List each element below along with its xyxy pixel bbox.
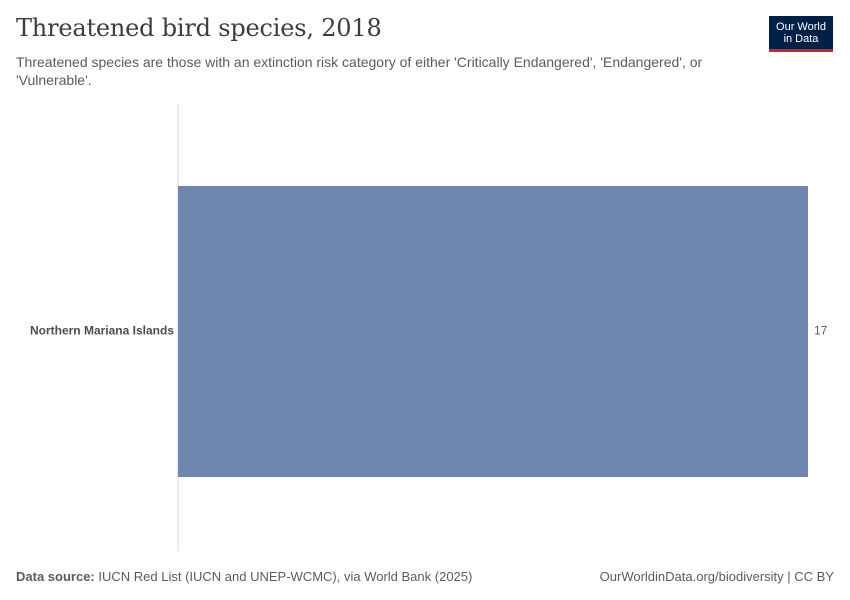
category-label: Northern Mariana Islands [30, 324, 174, 338]
bar[interactable] [178, 186, 808, 477]
value-label: 17 [814, 324, 828, 338]
logo-line-2: in Data [783, 33, 819, 45]
chart-subtitle: Threatened species are those with an ext… [16, 54, 703, 88]
footer-link[interactable]: OurWorldinData.org/biodiversity | CC BY [599, 569, 834, 584]
owid-logo[interactable]: Our World in Data [769, 16, 833, 52]
logo-line-1: Our World [776, 21, 826, 33]
data-source: Data source: IUCN Red List (IUCN and UNE… [16, 569, 472, 584]
chart-title: Threatened bird species, 2018 [16, 14, 382, 42]
data-source-text: IUCN Red List (IUCN and UNEP-WCMC), via … [98, 569, 473, 584]
data-source-label: Data source: [16, 569, 95, 584]
